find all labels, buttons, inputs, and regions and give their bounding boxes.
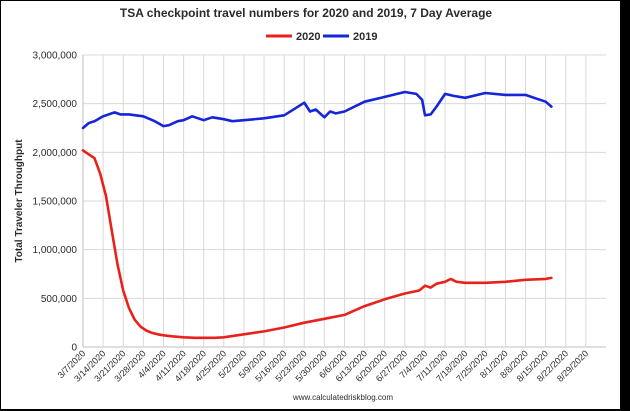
series-line-2019 bbox=[81, 90, 553, 130]
y-tick-label: 0 bbox=[71, 343, 77, 354]
y-tick-label: 3,000,000 bbox=[33, 51, 78, 62]
y-axis-label: Total Traveler Throughput bbox=[14, 139, 25, 263]
series-lines bbox=[81, 90, 553, 340]
legend-label-2019: 2019 bbox=[353, 31, 377, 43]
y-tick-label: 2,500,000 bbox=[33, 99, 78, 110]
series-line-2020 bbox=[81, 149, 553, 340]
chart-frame: TSA checkpoint travel numbers for 2020 a… bbox=[1, 1, 620, 409]
legend: 2020 2019 bbox=[266, 31, 377, 43]
y-tick-label: 2,000,000 bbox=[33, 148, 78, 159]
y-tick-label: 1,500,000 bbox=[33, 197, 78, 208]
y-tick-label: 1,000,000 bbox=[33, 245, 78, 256]
y-axis-ticks: 0 500,000 1,000,000 1,500,000 2,000,000 2,500… bbox=[33, 51, 78, 354]
grid bbox=[82, 54, 606, 348]
source-credit: www.calculatedriskblog.com bbox=[292, 393, 393, 402]
x-axis-ticks: 3/7/20203/14/20203/21/20203/28/20204/4/2… bbox=[56, 348, 591, 383]
legend-label-2020: 2020 bbox=[296, 31, 320, 43]
chart-title: TSA checkpoint travel numbers for 2020 a… bbox=[120, 6, 492, 20]
line-chart: TSA checkpoint travel numbers for 2020 a… bbox=[14, 6, 606, 402]
y-tick-label: 500,000 bbox=[41, 294, 78, 305]
